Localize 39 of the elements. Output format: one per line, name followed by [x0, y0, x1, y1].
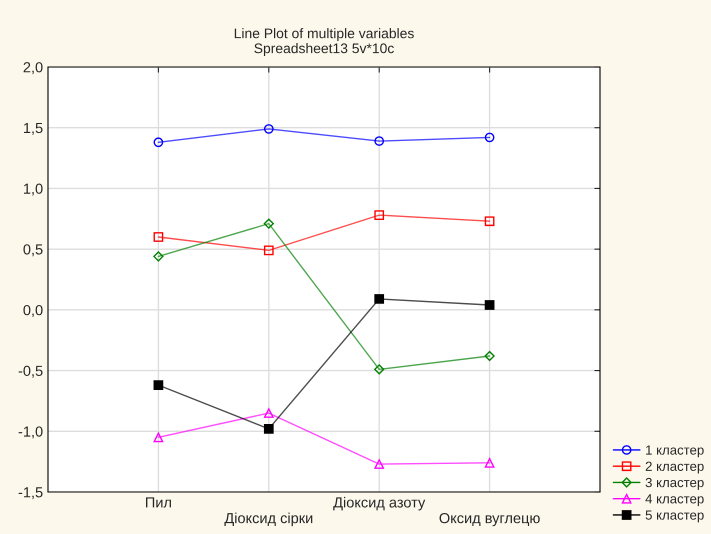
point	[374, 210, 384, 220]
legend-label: 1 кластер	[646, 445, 704, 458]
point	[484, 216, 494, 226]
point	[484, 350, 495, 362]
point	[154, 137, 164, 148]
point	[264, 424, 274, 434]
legend-label: 5 кластер	[646, 510, 704, 522]
point	[154, 380, 164, 390]
point	[374, 136, 384, 146]
point	[264, 245, 274, 256]
y-tick-label: -0,5	[18, 366, 43, 378]
x-tick-label: Оксид вуглецю	[440, 512, 540, 526]
point	[264, 408, 274, 418]
chart-subtitle: Spreadsheet13 5v*10c	[254, 43, 394, 56]
point	[484, 300, 494, 310]
y-tick-label: -1,5	[18, 487, 43, 500]
chart-title: Line Plot of multiple variables	[234, 28, 414, 42]
legend-label: 4 кластер	[645, 494, 704, 506]
point	[264, 218, 274, 229]
point	[374, 459, 384, 469]
point	[154, 232, 164, 242]
point	[484, 132, 494, 142]
point	[153, 251, 164, 262]
point	[154, 432, 164, 442]
point	[374, 294, 384, 304]
x-tick-label: Діоксид сірки	[224, 512, 312, 526]
point	[264, 124, 274, 134]
legend-label: 3 кластер	[646, 478, 704, 490]
y-tick-label: -1,0	[18, 426, 43, 438]
y-tick-label: 1,5	[24, 122, 43, 135]
y-tick-label: 2,0	[24, 62, 43, 74]
x-tick-label: Пил	[146, 497, 171, 508]
point	[374, 364, 384, 374]
y-tick-label: 0,5	[23, 244, 43, 256]
point	[484, 458, 494, 468]
legend-label: 2 кластер	[646, 462, 704, 474]
x-tick-label: Діоксид азоту	[333, 496, 426, 510]
y-tick-label: 1,0	[24, 184, 43, 196]
y-tick-label: 0,0	[23, 304, 43, 318]
